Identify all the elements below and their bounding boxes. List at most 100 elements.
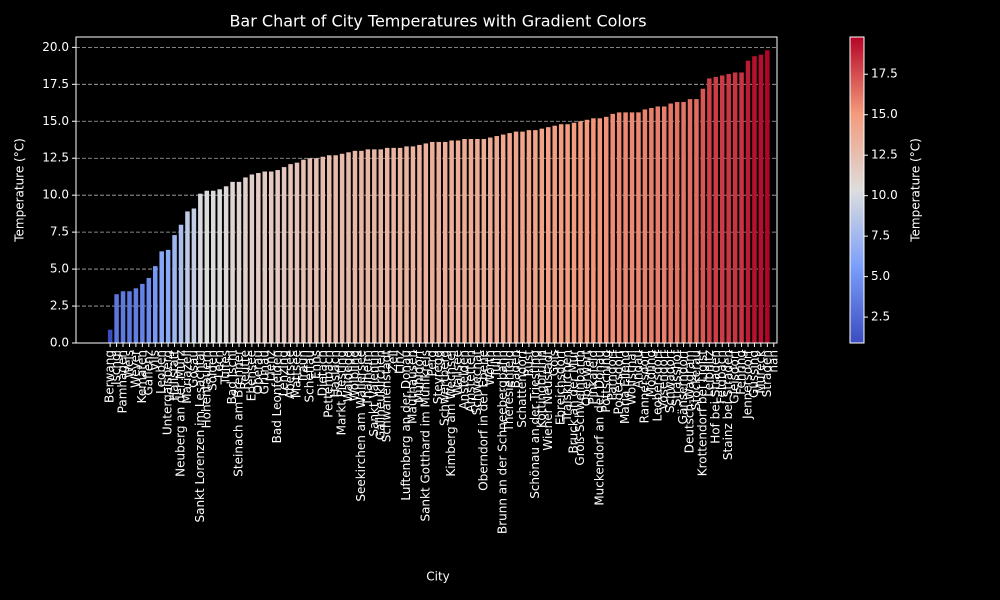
y-tick-label: 15.0 xyxy=(42,114,69,128)
bar xyxy=(391,147,396,343)
bar xyxy=(320,156,326,343)
x-tick-label: Kimberg am Wechsel xyxy=(444,350,458,477)
x-tick-label: Vösendorf xyxy=(657,349,671,410)
bar xyxy=(539,128,545,343)
x-tick-label: Strasshof xyxy=(670,349,684,406)
x-tick-label: Fehring xyxy=(734,350,748,395)
x-tick-label: Haslach xyxy=(328,350,342,398)
bar xyxy=(281,167,287,343)
bar xyxy=(256,173,261,343)
bar xyxy=(185,211,190,343)
bar xyxy=(552,125,557,344)
x-tick-label: Gosau xyxy=(186,350,200,388)
x-tick-label: Leobersdorf xyxy=(650,349,664,421)
bar xyxy=(726,73,731,344)
x-tick-label: Andau xyxy=(631,350,645,388)
x-tick-label: Kematen xyxy=(135,350,149,403)
bar xyxy=(339,153,345,343)
x-tick-label: Lech xyxy=(212,350,226,378)
x-tick-label: Schwechat xyxy=(470,350,484,416)
x-tick-label: Parndorf xyxy=(605,349,619,400)
bar xyxy=(204,190,210,343)
bar xyxy=(649,107,654,344)
colorbar xyxy=(849,36,865,344)
bar xyxy=(462,139,467,343)
y-tick-label: 12.5 xyxy=(42,151,69,165)
x-tick-label: Gänserndorf xyxy=(676,349,690,424)
y-tick-label: 2.5 xyxy=(50,299,69,313)
x-tick-label: Weyer xyxy=(128,350,142,388)
x-tick-label: Groß-Schweinbarth xyxy=(573,350,587,466)
x-tick-label: Sankt Valentin xyxy=(367,350,381,437)
x-tick-label: Tulfes xyxy=(219,350,233,385)
x-tick-label: Vils xyxy=(148,350,162,371)
bar xyxy=(262,171,268,343)
x-tick-label: Schönau an der Triesting xyxy=(528,350,542,499)
x-tick-label: Gaflenz xyxy=(141,350,155,396)
bar xyxy=(507,133,512,343)
colorbar-tick-label: 10.0 xyxy=(871,188,898,202)
x-tick-label: Ebreichsdorf xyxy=(554,349,568,425)
bar xyxy=(616,112,622,344)
bar xyxy=(423,143,429,343)
x-tick-label: Schattendorf xyxy=(515,349,529,427)
x-tick-label: Mühldorf xyxy=(412,349,426,403)
x-tick-label: Mödling xyxy=(644,350,658,397)
x-tick-label: Berwang xyxy=(103,350,117,403)
y-tick-label: 5.0 xyxy=(50,262,69,276)
bar xyxy=(127,291,132,343)
x-tick-label: Theresienfeld xyxy=(502,350,516,433)
bar xyxy=(681,102,686,343)
bar xyxy=(442,141,448,343)
bar xyxy=(384,147,390,343)
bar xyxy=(597,118,603,343)
x-tick-label: Mauthausen xyxy=(405,350,419,424)
bar xyxy=(294,162,300,343)
x-tick-label: Amstetten xyxy=(463,350,477,413)
bar xyxy=(642,109,648,343)
bar xyxy=(700,88,706,343)
bar xyxy=(210,190,216,343)
x-tick-label: Scheffau xyxy=(302,350,316,402)
x-tick-label: nan xyxy=(766,350,780,373)
colorbar-label: Temperature (°C) xyxy=(909,138,923,243)
x-tick-label: Perg xyxy=(425,350,439,377)
bar xyxy=(488,137,493,343)
bar xyxy=(417,144,422,343)
bar xyxy=(307,158,313,343)
x-tick-label: Grünau xyxy=(257,350,271,394)
bar xyxy=(217,189,222,343)
x-tick-label: Ansfelden xyxy=(457,350,471,410)
bar xyxy=(301,159,306,343)
bar xyxy=(198,193,203,343)
x-tick-label: Hallstatt xyxy=(167,350,181,401)
bar xyxy=(732,72,738,343)
colorbar-tick-label: 17.5 xyxy=(871,67,898,81)
x-tick-label: Wolfsthal xyxy=(625,350,639,405)
bar xyxy=(455,140,461,343)
x-tick-label: Straden xyxy=(760,350,774,397)
x-tick-label: Wörth xyxy=(483,350,497,386)
x-tick-label: Untergaisberg xyxy=(161,350,175,435)
x-tick-label: Traiskirchen xyxy=(560,350,574,423)
x-tick-label: Wels xyxy=(122,350,136,378)
x-tick-label: Linz xyxy=(393,350,407,374)
bar xyxy=(713,76,719,344)
bar xyxy=(668,103,673,344)
x-tick-label: Ebensee xyxy=(244,350,258,401)
x-tick-label: Oberau xyxy=(251,350,265,394)
bar xyxy=(404,146,409,343)
bar xyxy=(513,131,519,343)
x-tick-label: Güssing xyxy=(747,350,761,398)
colorbar-tick-label: 5.0 xyxy=(871,269,890,283)
x-tick-label: Rust xyxy=(521,350,535,377)
bar xyxy=(707,78,712,344)
bar xyxy=(674,102,680,343)
x-tick-label: Seekirchen am Wallersee xyxy=(354,350,368,502)
x-tick-label: Mariazell xyxy=(180,350,194,404)
bar xyxy=(288,164,293,343)
bar xyxy=(565,124,570,343)
bar xyxy=(520,131,525,343)
x-tick-label: Hof bei Straden xyxy=(708,350,722,444)
